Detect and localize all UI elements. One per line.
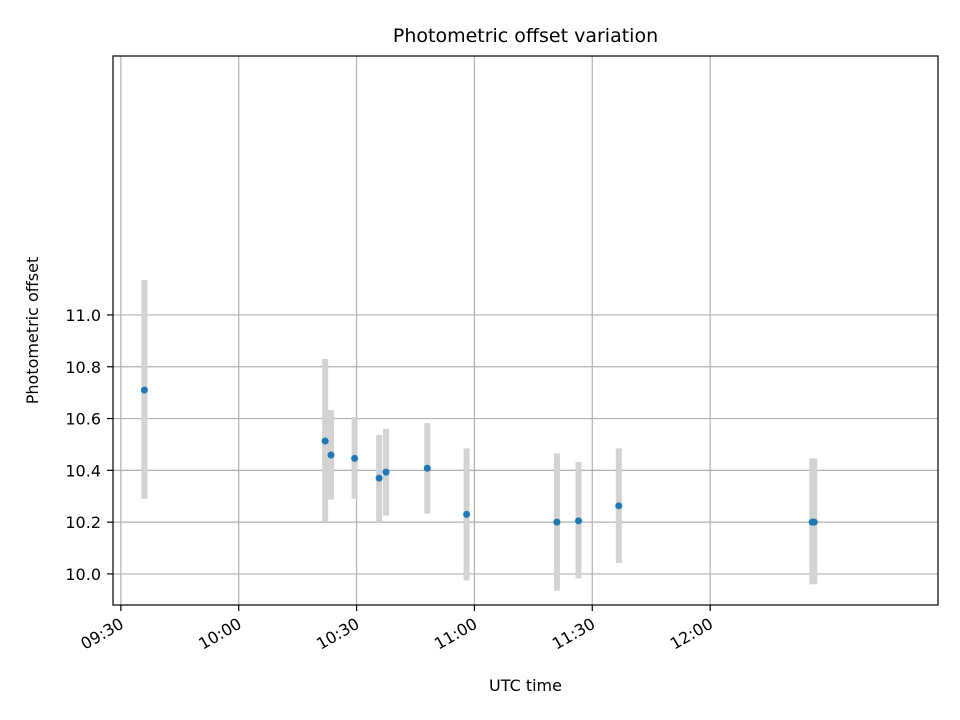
x-tick-label: 11:30 xyxy=(549,614,598,654)
y-tick-label: 10.2 xyxy=(65,513,101,532)
y-tick-label: 10.6 xyxy=(65,410,101,429)
y-tick-label: 10.4 xyxy=(65,461,101,480)
x-tick-label: 09:30 xyxy=(77,614,126,654)
chart-title: Photometric offset variation xyxy=(393,25,658,47)
data-point xyxy=(321,437,329,445)
data-point xyxy=(375,474,383,482)
data-point xyxy=(575,517,583,525)
data-point xyxy=(615,502,623,510)
data-point xyxy=(140,386,148,394)
plot-frame xyxy=(112,55,939,606)
y-tick-label: 11.0 xyxy=(65,306,101,325)
y-tick-label: 10.8 xyxy=(65,358,101,377)
x-tick-label: 11:00 xyxy=(431,614,480,654)
data-point xyxy=(553,518,561,526)
data-point xyxy=(327,451,335,459)
data-point xyxy=(423,464,431,472)
data-point xyxy=(351,454,359,462)
data-point xyxy=(810,518,818,526)
point-layer xyxy=(140,386,818,526)
x-tick-label: 10:30 xyxy=(313,614,362,654)
data-point xyxy=(463,510,471,518)
y-tick-label: 10.0 xyxy=(65,565,101,584)
x-tick-label: 10:00 xyxy=(195,614,244,654)
x-tick-label: 12:00 xyxy=(667,614,716,654)
errorbar-layer xyxy=(141,280,818,591)
x-axis-title: UTC time xyxy=(489,676,562,695)
data-point xyxy=(382,468,390,476)
grid-layer xyxy=(113,56,938,605)
y-axis-title: Photometric offset xyxy=(23,257,42,405)
